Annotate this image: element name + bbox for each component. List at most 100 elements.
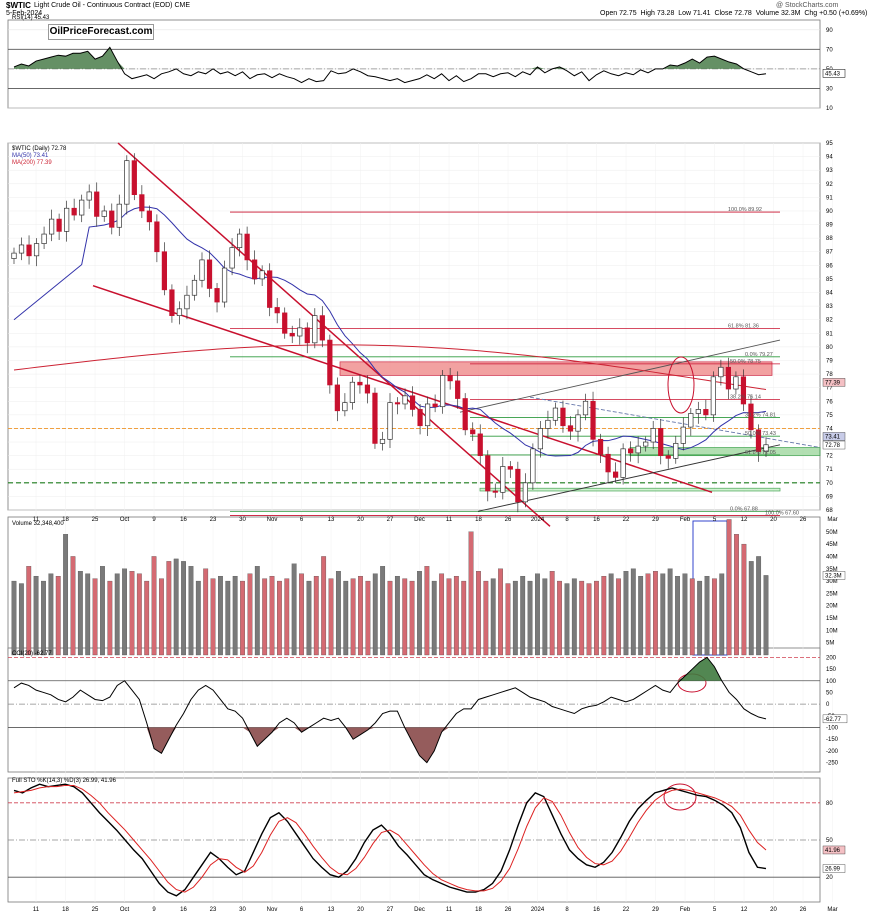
price-tick: 82 <box>826 318 833 324</box>
price-tick: 69 <box>826 494 833 500</box>
candle-body <box>274 307 280 314</box>
volume-bar <box>446 578 452 656</box>
bottom-x-label: Mar <box>827 907 837 913</box>
bottom-x-label: 13 <box>328 907 335 913</box>
price-x-label: 18 <box>62 517 69 523</box>
stochastic-d-last-box <box>822 845 846 855</box>
price-x-label: 22 <box>623 517 630 523</box>
volume-bar <box>203 568 209 656</box>
lower-support-zone <box>479 487 781 492</box>
volume-bar <box>557 580 562 656</box>
price-x-label: 25 <box>92 517 99 523</box>
candle-body <box>94 191 100 217</box>
volume-last-box <box>822 571 846 580</box>
volume-bar <box>653 571 658 656</box>
candle-body <box>109 210 115 228</box>
volume-bar <box>689 578 695 656</box>
bottom-x-label: Dec <box>414 907 425 913</box>
price-x-label: 11 <box>446 517 453 523</box>
price-tick: 94 <box>826 155 833 161</box>
candle-body <box>312 315 318 344</box>
candle-body <box>507 466 513 470</box>
volume-tick: 5M <box>826 641 834 647</box>
volume-bar <box>417 571 422 656</box>
candle-body <box>703 409 709 416</box>
volume-bar <box>476 571 481 656</box>
candle-body <box>184 294 190 310</box>
candle-body <box>229 247 235 269</box>
price-x-label: 20 <box>357 517 364 523</box>
volume-bar <box>232 575 238 656</box>
ohlc-readout: Open 72.75 High 73.28 Low 71.41 Close 72… <box>600 10 868 17</box>
price-x-label: 12 <box>741 517 748 523</box>
price-tick: 86 <box>826 263 833 269</box>
fib-level-label: 50.0% 78.75 <box>730 359 761 365</box>
price-x-label: 20 <box>770 517 777 523</box>
price-tick: 78 <box>826 372 833 378</box>
stochastic-k-line <box>13 783 767 897</box>
uptrend-channel-lower <box>477 444 781 512</box>
price-title: $WTIC (Daily) 72.78 <box>12 146 67 152</box>
volume-bar <box>380 566 386 656</box>
candle-body <box>470 429 476 435</box>
price-tick: 83 <box>826 304 833 310</box>
volume-bar <box>527 580 533 656</box>
price-x-label: 26 <box>800 517 807 523</box>
chart-date: 5-Feb-2024 <box>6 10 43 17</box>
candle-body <box>567 425 574 432</box>
candle-body <box>349 381 356 403</box>
price-tick: 75 <box>826 413 833 419</box>
bottom-x-label: 22 <box>623 907 630 913</box>
volume-tick: 25M <box>826 591 838 597</box>
candle-body <box>259 270 265 280</box>
volume-bar <box>122 568 127 656</box>
candle-body <box>665 455 671 459</box>
volume-tick: 20M <box>826 604 838 610</box>
price-x-label: 26 <box>505 517 512 523</box>
volume-bar <box>424 566 430 656</box>
candle-body <box>643 441 649 447</box>
volume-bar <box>704 575 710 656</box>
candle-body <box>590 400 596 440</box>
stockcharts-credit: @ StockCharts.com <box>776 2 839 9</box>
bottom-x-label: 11 <box>33 907 40 913</box>
volume-bar <box>225 580 231 656</box>
volume-bar <box>726 519 732 656</box>
volume-bar <box>136 573 142 656</box>
price-x-label: 18 <box>475 517 482 523</box>
candle-body <box>41 233 47 244</box>
price-x-label: Feb <box>680 517 691 523</box>
candle-body <box>688 413 694 428</box>
ma200-line <box>13 344 767 391</box>
volume-bar <box>63 534 69 656</box>
price-tick: 92 <box>826 182 833 188</box>
candle-body <box>409 395 416 410</box>
candle-body <box>597 438 604 455</box>
volume-bar <box>564 583 570 656</box>
uptrend-channel-upper <box>459 339 781 413</box>
cci-overbought-fill <box>14 657 766 681</box>
candle-body <box>560 407 566 427</box>
downtrend-channel-upper <box>117 142 551 527</box>
candle-body <box>334 384 340 412</box>
candle-body <box>402 395 408 405</box>
stochastic-legend: Full STO %K(14,3) %D(3) 26.99, 41.96 <box>12 778 117 784</box>
candle-body <box>462 398 468 431</box>
volume-bar <box>328 578 334 656</box>
price-x-label: 30 <box>239 517 246 523</box>
bottom-x-label: 16 <box>593 907 600 913</box>
volume-bar <box>313 575 319 656</box>
candle-body <box>522 482 528 503</box>
volume-bar <box>254 566 260 656</box>
price-tick: 77 <box>826 386 833 392</box>
candle-body <box>552 407 559 421</box>
candle-body <box>161 251 168 291</box>
candle-body <box>650 428 656 443</box>
volume-bar <box>711 578 717 656</box>
candle-body <box>79 199 85 216</box>
volume-bar <box>697 580 703 656</box>
volume-bar <box>453 575 459 656</box>
panel-frame-cci <box>7 647 821 773</box>
volume-bar <box>409 580 415 656</box>
volume-bar <box>114 573 120 656</box>
